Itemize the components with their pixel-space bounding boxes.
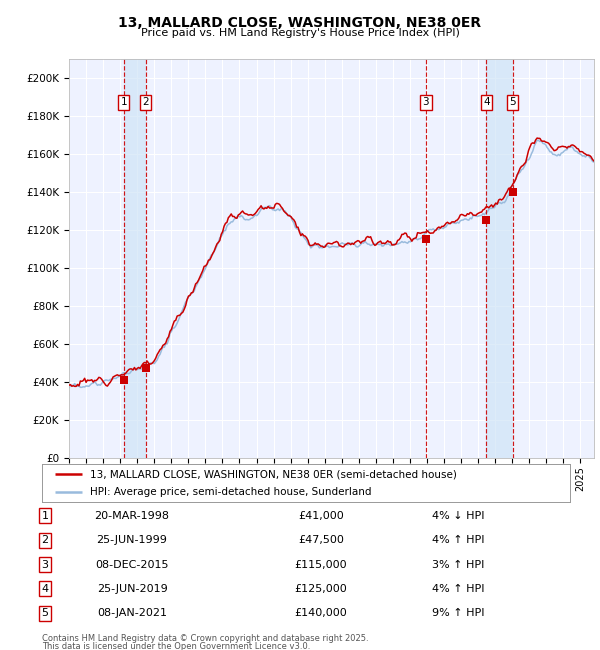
Text: Contains HM Land Registry data © Crown copyright and database right 2025.: Contains HM Land Registry data © Crown c… [42,634,368,643]
Text: 13, MALLARD CLOSE, WASHINGTON, NE38 0ER: 13, MALLARD CLOSE, WASHINGTON, NE38 0ER [118,16,482,31]
Bar [487,58,512,458]
Text: 20-MAR-1998: 20-MAR-1998 [95,511,170,521]
Text: 1: 1 [41,511,49,521]
Text: 2: 2 [142,98,149,107]
Text: HPI: Average price, semi-detached house, Sunderland: HPI: Average price, semi-detached house,… [89,487,371,497]
Text: £115,000: £115,000 [295,560,347,569]
Text: £140,000: £140,000 [295,608,347,618]
Text: 3% ↑ HPI: 3% ↑ HPI [432,560,484,569]
Text: 2: 2 [41,535,49,545]
Text: 3: 3 [41,560,49,569]
Text: 4% ↓ HPI: 4% ↓ HPI [432,511,485,521]
Text: £41,000: £41,000 [298,511,344,521]
Text: This data is licensed under the Open Government Licence v3.0.: This data is licensed under the Open Gov… [42,642,310,650]
Text: 25-JUN-2019: 25-JUN-2019 [97,584,167,594]
Text: Price paid vs. HM Land Registry's House Price Index (HPI): Price paid vs. HM Land Registry's House … [140,28,460,38]
Text: 25-JUN-1999: 25-JUN-1999 [97,535,167,545]
Text: 4: 4 [41,584,49,594]
Text: 4% ↑ HPI: 4% ↑ HPI [432,584,485,594]
Text: 4: 4 [483,98,490,107]
Text: 5: 5 [41,608,49,618]
Text: 13, MALLARD CLOSE, WASHINGTON, NE38 0ER (semi-detached house): 13, MALLARD CLOSE, WASHINGTON, NE38 0ER … [89,469,457,479]
Text: 1: 1 [121,98,127,107]
Text: 9% ↑ HPI: 9% ↑ HPI [432,608,485,618]
Text: £47,500: £47,500 [298,535,344,545]
Text: £125,000: £125,000 [295,584,347,594]
Bar [124,58,146,458]
Text: 5: 5 [509,98,516,107]
Text: 08-DEC-2015: 08-DEC-2015 [95,560,169,569]
Text: 08-JAN-2021: 08-JAN-2021 [97,608,167,618]
Text: 4% ↑ HPI: 4% ↑ HPI [432,535,485,545]
Text: 3: 3 [422,98,429,107]
